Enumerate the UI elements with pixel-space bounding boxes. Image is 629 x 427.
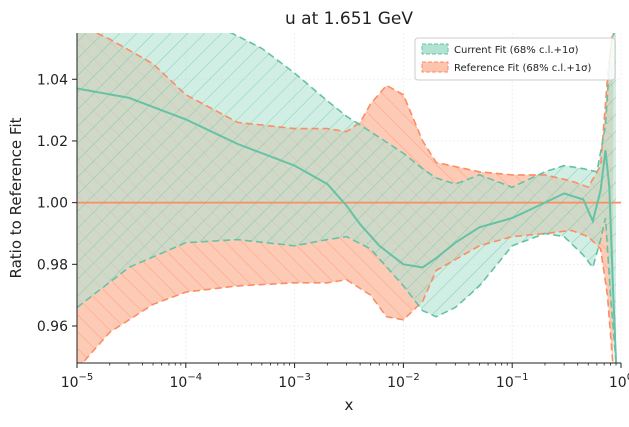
legend-box <box>414 37 616 81</box>
reference-lower-line <box>81 229 614 363</box>
legend-label-current: Current Fit (68% c.l.+1σ) <box>454 45 579 56</box>
x-tick-label-3: 10−2 <box>387 372 420 391</box>
reference-upper-line <box>94 33 614 189</box>
x-tick-label-exponent-3: −2 <box>405 372 420 383</box>
x-tick-label-base-1: 10 <box>170 375 188 391</box>
x-tick-label-base-3: 10 <box>387 375 405 391</box>
tick-layer: 10−510−410−310−210−11000.960.981.001.021… <box>37 72 629 391</box>
x-tick-label-base-2: 10 <box>278 375 296 391</box>
y-tick-label-3: 1.02 <box>37 134 68 150</box>
x-tick-label-base-4: 10 <box>496 375 514 391</box>
chart-title: u at 1.651 GeV <box>285 9 413 29</box>
y-tick-label-4: 1.04 <box>37 72 68 88</box>
x-tick-label-exponent-5: 0 <box>627 372 629 383</box>
y-tick-label-1: 0.98 <box>37 257 68 273</box>
x-tick-label-exponent-0: −5 <box>79 372 94 383</box>
y-axis-label: Ratio to Reference Fit <box>7 117 25 278</box>
current-central-line <box>77 87 618 363</box>
y-tick-label-2: 1.00 <box>37 196 68 212</box>
legend-entry-reference: Reference Fit (68% c.l.+1σ) <box>421 61 591 74</box>
current-lower-line <box>77 217 617 363</box>
legend-label-reference: Reference Fit (68% c.l.+1σ) <box>454 63 591 74</box>
y-tick-label-0: 0.96 <box>37 319 68 335</box>
legend: Current Fit (68% c.l.+1σ) Reference Fit … <box>414 37 616 81</box>
x-tick-label-exponent-4: −1 <box>514 372 529 383</box>
x-axis-label: x <box>345 396 354 414</box>
x-tick-label-4: 10−1 <box>496 372 529 391</box>
x-tick-label-exponent-1: −4 <box>187 372 202 383</box>
x-tick-label-base-5: 10 <box>609 375 627 391</box>
x-tick-label-base-0: 10 <box>61 375 79 391</box>
x-tick-label-2: 10−3 <box>278 372 311 391</box>
x-tick-label-exponent-2: −3 <box>296 372 311 383</box>
x-tick-label-1: 10−4 <box>170 372 203 391</box>
current-upper-line <box>229 33 615 189</box>
legend-swatch-current <box>421 43 449 55</box>
legend-swatch-reference <box>421 61 449 73</box>
legend-entry-current: Current Fit (68% c.l.+1σ) <box>421 43 579 56</box>
plot-area <box>77 33 621 363</box>
x-tick-label-0: 10−5 <box>61 372 94 391</box>
axes <box>76 33 621 364</box>
x-tick-label-5: 100 <box>609 372 629 391</box>
current-band-hatch <box>77 33 616 363</box>
